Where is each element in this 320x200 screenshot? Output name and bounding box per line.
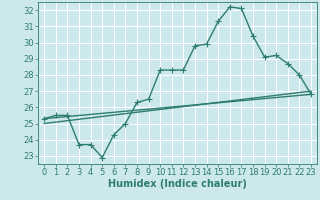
X-axis label: Humidex (Indice chaleur): Humidex (Indice chaleur) xyxy=(108,179,247,189)
